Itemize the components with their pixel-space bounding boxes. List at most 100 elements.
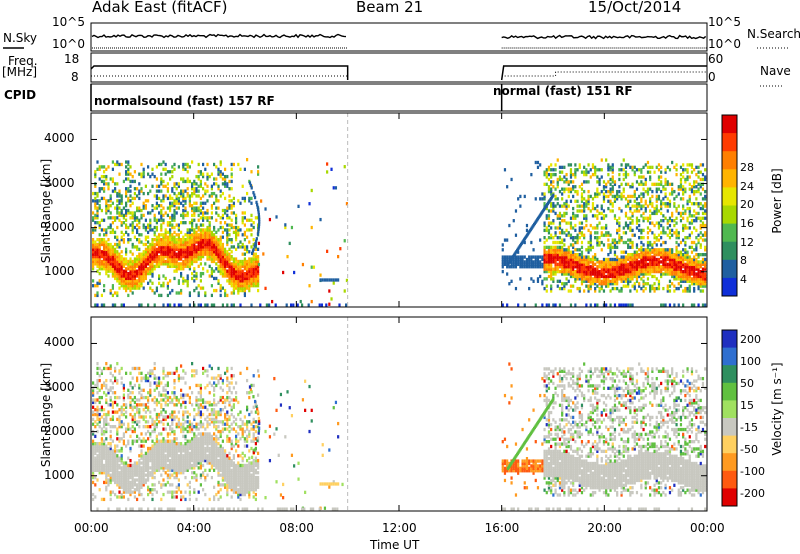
velocity-cell — [111, 417, 114, 422]
power-cell — [642, 267, 645, 271]
power-cell — [600, 286, 603, 291]
velocity-cell — [105, 415, 108, 419]
power-cell — [241, 262, 244, 266]
power-cell — [100, 267, 103, 271]
power-cell — [609, 289, 612, 293]
power-cell — [673, 219, 676, 223]
power-cell — [215, 252, 218, 256]
power-cell — [646, 160, 650, 165]
power-cell — [224, 221, 227, 225]
power-cell — [673, 265, 676, 269]
power-cell — [206, 211, 209, 215]
power-cell — [585, 216, 588, 220]
power-cell — [109, 288, 112, 293]
velocity-cell — [151, 466, 154, 470]
velocity-cell — [153, 483, 156, 487]
velocity-cell — [92, 398, 95, 402]
power-cell — [677, 236, 680, 240]
power-cell — [550, 248, 553, 252]
power-cell — [138, 247, 141, 251]
power-cell — [177, 191, 180, 196]
power-cell — [532, 265, 535, 269]
power-cell — [184, 279, 187, 283]
power-cell — [195, 257, 198, 261]
power-cell — [558, 265, 562, 269]
power-cell — [657, 250, 661, 254]
power-cell — [197, 237, 200, 242]
power-cell — [224, 208, 227, 213]
power-cell — [253, 244, 256, 248]
power-cell — [151, 267, 154, 271]
power-cell — [138, 274, 141, 278]
velocity-cell — [125, 480, 128, 485]
power-cell — [602, 187, 606, 191]
power-cell — [210, 267, 213, 271]
power-cell — [160, 213, 163, 218]
power-cell — [572, 260, 575, 264]
power-cell — [254, 245, 257, 249]
power-cell — [153, 245, 156, 249]
power-cell — [591, 206, 595, 211]
velocity-cell — [120, 478, 123, 482]
power-cell — [96, 237, 99, 242]
power-cell — [114, 262, 117, 266]
data-layer — [92, 157, 707, 511]
power-cell — [567, 250, 570, 254]
power-cell — [228, 252, 231, 256]
power-cell — [578, 260, 581, 264]
velocity-cell — [98, 488, 101, 492]
power-cell — [166, 189, 169, 193]
power-cell — [646, 165, 650, 169]
power-cell — [605, 269, 608, 274]
velocity-cell — [125, 429, 128, 434]
velocity-cell — [92, 393, 95, 397]
power-cell — [688, 265, 691, 269]
power-cell — [114, 254, 117, 259]
velocity-cell — [129, 492, 132, 497]
power-cell — [609, 245, 612, 250]
power-cell — [635, 274, 639, 279]
power-cell — [598, 211, 601, 216]
power-cell — [642, 274, 645, 279]
power-cell — [151, 264, 154, 268]
power-cell — [232, 269, 235, 273]
power-cell — [166, 230, 169, 235]
power-cell — [686, 236, 689, 240]
power-cell — [195, 182, 198, 186]
power-cell — [274, 303, 277, 307]
power-cell — [166, 262, 169, 266]
power-cell — [230, 254, 233, 259]
power-cell — [673, 274, 676, 279]
power-cell — [684, 248, 687, 252]
power-cell — [237, 276, 240, 281]
power-cell — [598, 274, 601, 279]
power-cell — [326, 162, 329, 166]
velocity-cell — [142, 471, 145, 475]
power-cell — [651, 211, 654, 216]
power-cell — [219, 242, 222, 247]
power-cell — [199, 274, 202, 278]
velocity-cell — [116, 475, 119, 480]
velocity-cell — [136, 483, 139, 487]
velocity-cell — [105, 446, 108, 451]
power-cell — [120, 257, 123, 261]
velocity-cell — [111, 463, 114, 468]
velocity-cell — [136, 434, 139, 439]
power-cell — [120, 208, 123, 213]
power-cell — [668, 284, 672, 288]
power-cell — [237, 225, 240, 230]
power-cell — [310, 299, 313, 304]
power-cell — [188, 196, 191, 201]
velocity-cell — [138, 461, 141, 465]
power-cell — [642, 204, 645, 208]
power-cell — [613, 279, 617, 283]
power-cell — [620, 267, 623, 271]
power-cell — [686, 286, 689, 291]
power-cell — [100, 187, 103, 191]
velocity-cell — [142, 437, 145, 441]
power-cell — [596, 192, 599, 196]
power-cell — [569, 272, 573, 276]
power-cell — [98, 204, 101, 208]
power-cell — [175, 201, 178, 205]
power-cell — [567, 265, 570, 269]
